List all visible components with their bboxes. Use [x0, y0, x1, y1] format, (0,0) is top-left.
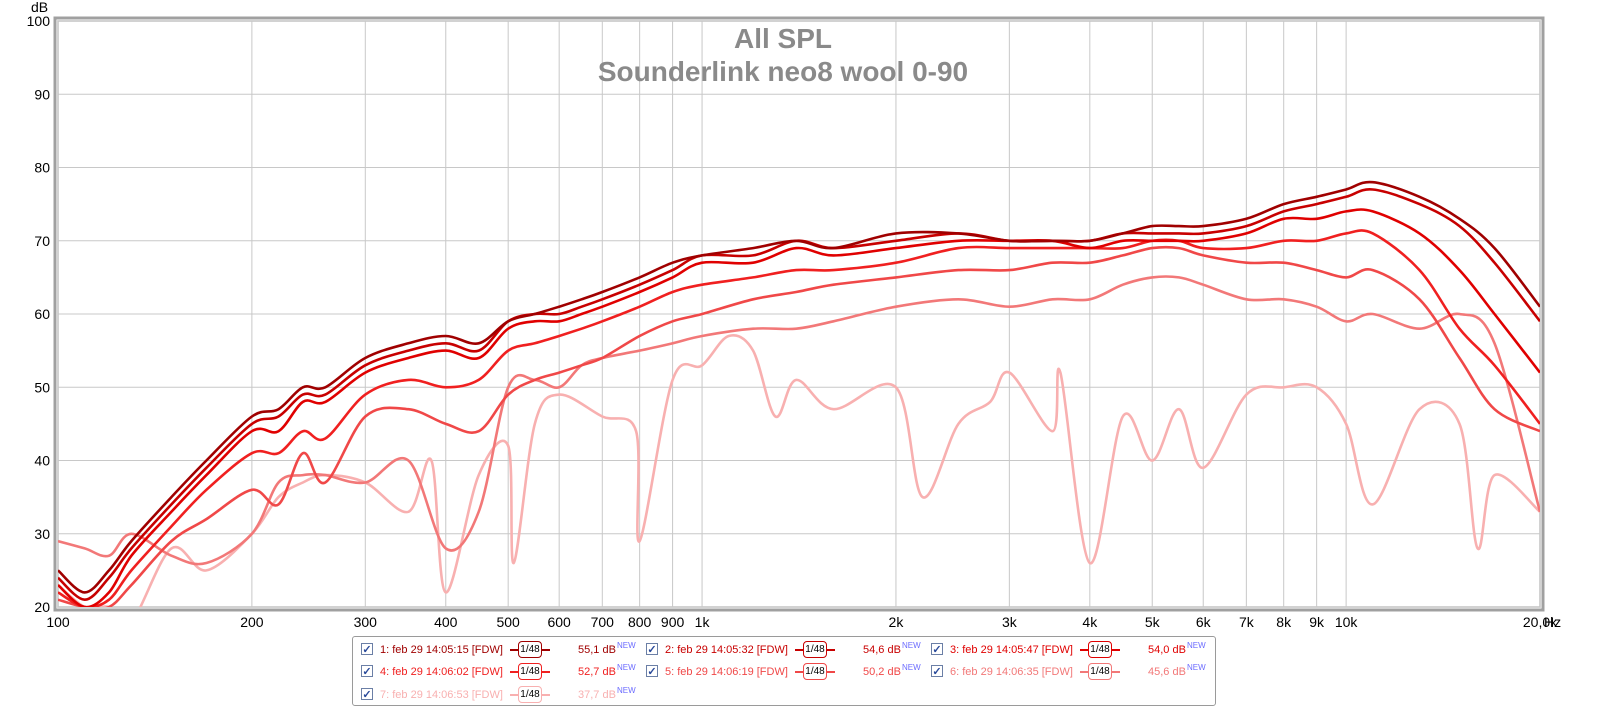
series-line-5: [58, 245, 1540, 607]
plot-border: [53, 16, 1545, 612]
legend-smoothing-button[interactable]: 1/48: [510, 686, 550, 704]
legend-level-value: 54,6 dB: [863, 644, 901, 656]
legend-panel: ✓ 1: feb 29 14:05:15 [FDW] 1/48 55,1 dB NEW ✓…: [352, 636, 1216, 706]
x-tick-label: 200: [240, 614, 264, 630]
legend-new-badge: NEW: [902, 663, 921, 672]
y-tick-label: 40: [34, 453, 50, 469]
x-tick-label: 7k: [1239, 614, 1255, 630]
x-axis: 100 200 300 400 500 600 700 800 900 1k 2k 3k 4k 5k 6k 7…: [46, 614, 1558, 630]
legend-item-6: ✓ 6: feb 29 14:06:35 [FDW] 1/48 45,6 dB NEW: [931, 662, 1211, 682]
legend-series-name: 1: feb 29 14:05:15 [FDW]: [380, 644, 503, 656]
y-tick-label: 60: [34, 306, 50, 322]
x-tick-label: 300: [354, 614, 378, 630]
x-tick-label: 400: [434, 614, 458, 630]
legend-item-3: ✓ 3: feb 29 14:05:47 [FDW] 1/48 54,0 dB NEW: [931, 640, 1211, 660]
series-line-7: [58, 334, 1540, 607]
y-tick-label: 90: [34, 86, 50, 102]
legend-smoothing-button[interactable]: 1/48: [510, 663, 550, 681]
legend-smoothing-label: 1/48: [1088, 641, 1112, 658]
x-tick-label: 3k: [1002, 614, 1018, 630]
legend-new-badge: NEW: [1187, 663, 1206, 672]
legend-series-name: 5: feb 29 14:06:19 [FDW]: [665, 666, 788, 678]
legend-smoothing-button[interactable]: 1/48: [1080, 641, 1120, 659]
x-tick-label: 2k: [889, 614, 905, 630]
legend-smoothing-label: 1/48: [803, 641, 827, 658]
legend-smoothing-label: 1/48: [518, 641, 542, 658]
y-tick-label: 80: [34, 160, 50, 176]
y-tick-label: 50: [34, 379, 50, 395]
legend-new-badge: NEW: [617, 641, 636, 650]
legend-level-value: 52,7 dB: [578, 666, 616, 678]
y-axis: 20 30 40 50 60 70 80 90 100: [27, 13, 51, 615]
legend-new-badge: NEW: [617, 663, 636, 672]
y-tick-label: 100: [27, 13, 51, 29]
legend-level-value: 50,2 dB: [863, 666, 901, 678]
x-tick-label: 600: [547, 614, 571, 630]
legend-new-badge: NEW: [902, 641, 921, 650]
x-tick-label: 10k: [1335, 614, 1359, 630]
x-tick-label: 900: [661, 614, 685, 630]
legend-new-badge: NEW: [1187, 641, 1206, 650]
legend-item-4: ✓ 4: feb 29 14:06:02 [FDW] 1/48 52,7 dB NEW: [361, 662, 641, 682]
chart-title: All SPL: [734, 23, 832, 54]
legend-series-name: 2: feb 29 14:05:32 [FDW]: [665, 644, 788, 656]
legend-series-name: 4: feb 29 14:06:02 [FDW]: [380, 666, 503, 678]
series-lines: [58, 180, 1540, 607]
legend-smoothing-button[interactable]: 1/48: [1080, 663, 1120, 681]
legend-checkbox[interactable]: ✓: [931, 643, 943, 656]
legend-smoothing-label: 1/48: [518, 686, 542, 703]
x-tick-label: 4k: [1082, 614, 1098, 630]
legend-smoothing-button[interactable]: 1/48: [795, 641, 835, 659]
legend-level-value: 54,0 dB: [1148, 644, 1186, 656]
legend-item-2: ✓ 2: feb 29 14:05:32 [FDW] 1/48 54,6 dB NEW: [646, 640, 926, 660]
legend-item-1: ✓ 1: feb 29 14:05:15 [FDW] 1/48 55,1 dB NEW: [361, 640, 641, 660]
x-tick-label: 700: [591, 614, 615, 630]
y-tick-label: 30: [34, 526, 50, 542]
legend-checkbox[interactable]: ✓: [646, 665, 658, 678]
legend-series-name: 6: feb 29 14:06:35 [FDW]: [950, 666, 1073, 678]
legend-level-value: 37,7 dB: [578, 689, 616, 701]
x-tick-label: 5k: [1145, 614, 1161, 630]
legend-checkbox[interactable]: ✓: [646, 643, 658, 656]
series-line-1: [58, 180, 1540, 594]
legend-item-7: ✓ 7: feb 29 14:06:53 [FDW] 1/48 37,7 dB NEW: [361, 685, 641, 705]
x-tick-label: 6k: [1196, 614, 1212, 630]
chart-subtitle: Sounderlink neo8 wool 0-90: [598, 56, 968, 87]
series-line-3: [58, 208, 1540, 607]
legend-level-value: 45,6 dB: [1148, 666, 1186, 678]
legend-smoothing-label: 1/48: [518, 663, 542, 680]
y-axis-unit: dB: [31, 0, 48, 15]
legend-smoothing-button[interactable]: 1/48: [510, 641, 550, 659]
x-tick-label: 20,0k: [1523, 614, 1558, 630]
x-tick-label: 500: [496, 614, 520, 630]
x-tick-label: 800: [628, 614, 652, 630]
x-tick-label: 9k: [1309, 614, 1325, 630]
legend-level-value: 55,1 dB: [578, 644, 616, 656]
series-line-4: [58, 229, 1540, 607]
legend-new-badge: NEW: [617, 686, 636, 695]
legend-item-5: ✓ 5: feb 29 14:06:19 [FDW] 1/48 50,2 dB NEW: [646, 662, 926, 682]
legend-series-name: 3: feb 29 14:05:47 [FDW]: [950, 644, 1073, 656]
y-tick-label: 70: [34, 233, 50, 249]
legend-smoothing-button[interactable]: 1/48: [795, 663, 835, 681]
legend-smoothing-label: 1/48: [1088, 663, 1112, 680]
legend-checkbox[interactable]: ✓: [931, 665, 943, 678]
x-tick-label: 1k: [695, 614, 711, 630]
legend-checkbox[interactable]: ✓: [361, 643, 373, 656]
legend-series-name: 7: feb 29 14:06:53 [FDW]: [380, 689, 503, 701]
legend-smoothing-label: 1/48: [803, 663, 827, 680]
x-tick-label: 8k: [1276, 614, 1292, 630]
x-tick-label: 100: [46, 614, 70, 630]
y-tick-label: 20: [34, 599, 50, 615]
legend-checkbox[interactable]: ✓: [361, 665, 373, 678]
legend-checkbox[interactable]: ✓: [361, 688, 373, 701]
x-axis-unit: Hz: [1544, 614, 1561, 630]
series-line-6: [58, 275, 1540, 566]
